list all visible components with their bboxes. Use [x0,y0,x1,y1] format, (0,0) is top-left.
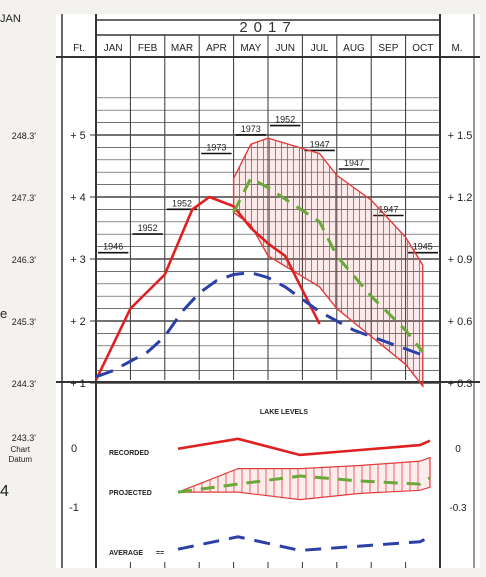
grid [56,14,480,568]
average-line [95,271,424,379]
edge-note: 4 [0,483,9,500]
month-label-aug: AUG [343,43,365,54]
sub-left-tick: 0 [71,443,77,455]
left-elevation-label: 246.3' [12,255,37,265]
right-m-tick: + 0.6 [448,316,473,328]
left-ft-tick: + 1 [70,378,86,390]
month-label-jan: JAN [104,43,123,54]
sub-right-tick: 0 [455,444,461,455]
left-ft-tick: + 4 [70,192,86,204]
month-label-apr: APR [206,43,227,54]
right-m-tick: + 0.9 [448,254,473,266]
left-elevation-label: 248.3' [12,131,37,141]
year-title: 2017 [239,19,296,36]
chart-datum-label: Chart [10,445,30,454]
record-high-year: 1952 [172,198,192,208]
right-m-tick: + 1.2 [448,192,473,204]
projected-range-band [232,137,424,389]
legend-projected: PROJECTED [109,490,152,497]
projected-line [232,176,424,353]
marks [94,124,438,552]
right-m-tick: + 1.5 [448,130,473,142]
month-label-oct: OCT [412,43,433,54]
record-high-year: 1952 [275,115,295,125]
edge-note: e [0,306,7,321]
left-ft-tick: + 5 [70,130,86,142]
left-elevation-label: 247.3' [12,193,37,203]
sub-left-tick: -1 [69,502,79,514]
left-unit-label: Ft. [73,43,85,54]
month-label-jul: JUL [311,43,329,54]
record-high-year: 1947 [310,139,330,149]
sub-grid [95,562,441,568]
sub-recorded-line [177,437,431,457]
left-elevation-label: 244.3' [12,379,37,389]
month-label-may: MAY [240,43,261,54]
month-label-mar: MAR [171,43,193,54]
record-high-year: 1947 [378,205,398,215]
record-high-year: 1952 [138,223,158,233]
record-high-year: 1946 [103,242,123,252]
record-high-year: 1973 [206,143,226,153]
legend-average-marker: == [156,550,164,557]
left-ft-tick: + 3 [70,254,86,266]
edge-note: JAN [0,13,21,25]
recorded-line [94,195,321,381]
month-label-jun: JUN [275,43,294,54]
legend-average: AVERAGE [109,550,143,557]
legend-recorded: RECORDED [109,450,149,457]
chart-datum-label: Datum [8,455,32,464]
left-ft-tick: + 2 [70,316,86,328]
sub-right-tick: -0.3 [449,503,467,514]
record-high-year: 1947 [344,158,364,168]
record-high-year: 1973 [241,124,261,134]
record-high-year: 1945 [413,242,433,252]
labels: 2017 Ft. M. JAN FEB MAR APR MAY JUN JUL AUG SEP OCT +… [0,13,472,557]
chart-datum-elev: 243.3' [12,433,37,443]
month-label-feb: FEB [138,43,158,54]
right-unit-label: M. [451,43,462,54]
month-label-sep: SEP [378,43,398,54]
sub-title: LAKE LEVELS [260,409,309,416]
right-m-tick: + 0.3 [448,378,473,390]
left-elevation-label: 245.3' [12,317,37,327]
sub-average-line [177,535,431,552]
sub-projected-line [177,474,431,494]
